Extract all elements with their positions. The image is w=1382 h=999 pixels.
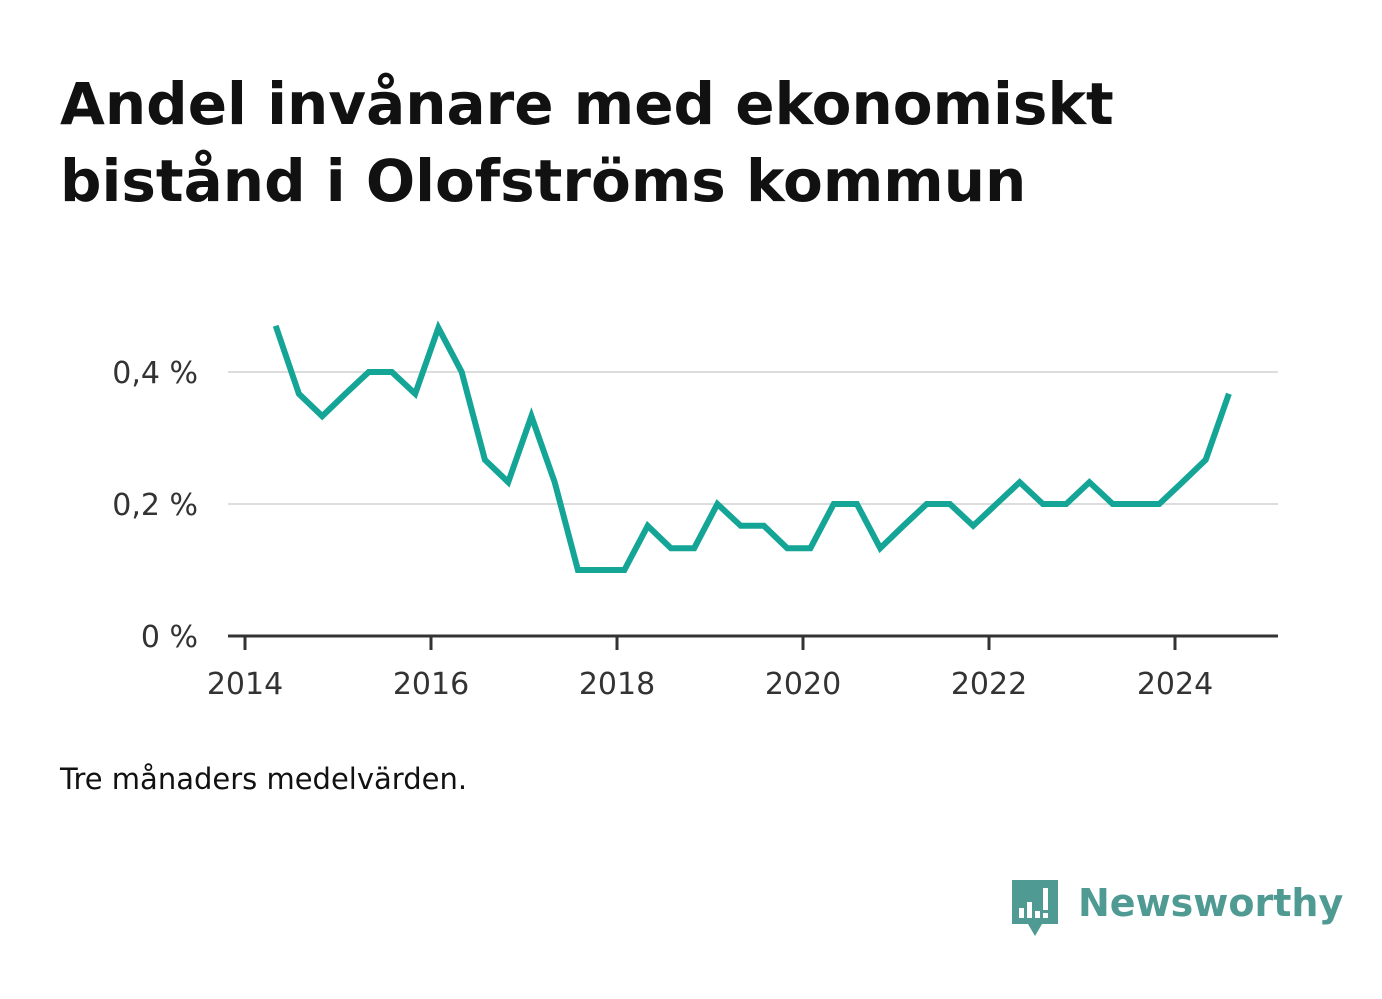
x-tick-label: 2014 bbox=[207, 667, 283, 702]
x-tick-label: 2018 bbox=[579, 667, 655, 702]
data-line bbox=[272, 320, 1232, 573]
chart-title: Andel invånare med ekonomiskt bistånd i … bbox=[60, 70, 1114, 215]
x-axis: 2014 2016 2018 2020 2022 2024 bbox=[207, 634, 1278, 702]
gridlines bbox=[228, 371, 1278, 505]
y-tick-labels: 0 % 0,2 % 0,4 % bbox=[112, 356, 198, 655]
line-chart: 0 % 0,2 % 0,4 % 2014 2016 2018 2020 2022 2024 bbox=[112, 320, 1278, 702]
brand-name: Newsworthy bbox=[1078, 881, 1344, 925]
x-tick-label: 2016 bbox=[393, 667, 469, 702]
y-tick-label: 0,2 % bbox=[112, 488, 198, 523]
chart-note: Tre månaders medelvärden. bbox=[60, 762, 468, 796]
newsworthy-logo: Newsworthy bbox=[1010, 878, 1343, 940]
y-tick-label: 0,4 % bbox=[112, 356, 198, 391]
y-tick-label: 0 % bbox=[141, 620, 198, 655]
x-tick-label: 2022 bbox=[951, 667, 1027, 702]
series-line bbox=[272, 320, 1232, 573]
x-tick-label: 2020 bbox=[765, 667, 841, 702]
bar-chart-speech-bubble-icon bbox=[1012, 880, 1058, 936]
x-tick-label: 2024 bbox=[1137, 667, 1213, 702]
